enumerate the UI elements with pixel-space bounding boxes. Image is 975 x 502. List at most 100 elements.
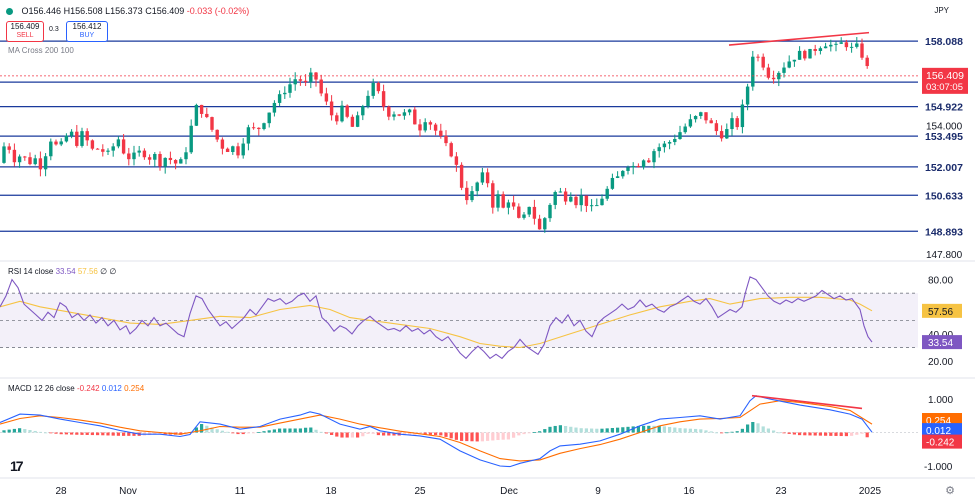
macd-histogram-bar bbox=[262, 431, 266, 433]
rsi-legend[interactable]: RSI 14 close 33.54 57.56 ∅ ∅ bbox=[8, 267, 116, 276]
horizontal-levels bbox=[0, 40, 918, 232]
macd-histogram-bar bbox=[506, 432, 510, 440]
macd-histogram-bar bbox=[501, 432, 505, 440]
candle-body bbox=[605, 188, 609, 199]
macd-histogram-bar bbox=[803, 432, 807, 436]
level-label-bg bbox=[922, 100, 968, 114]
candle-body bbox=[860, 43, 864, 58]
candle-body bbox=[392, 114, 396, 117]
macd-histogram-bar bbox=[314, 429, 318, 433]
candle-body bbox=[116, 139, 121, 147]
candle-body bbox=[106, 150, 110, 152]
macd-histogram-bar bbox=[564, 425, 568, 433]
macd-histogram-bar bbox=[283, 428, 287, 433]
candle-body bbox=[413, 109, 417, 125]
macd-legend[interactable]: MACD 12 26 close -0.242 0.012 0.254 bbox=[8, 384, 144, 393]
macd-histogram-bar bbox=[584, 428, 588, 433]
macd-histogram-bar bbox=[18, 428, 22, 433]
sell-button[interactable]: 156.409 SELL bbox=[6, 21, 44, 42]
macd-histogram-bar bbox=[158, 432, 162, 435]
macd-histogram-bar bbox=[740, 428, 744, 433]
macd-histogram-bar bbox=[23, 429, 27, 433]
level-label-bg bbox=[922, 160, 968, 174]
candle-body bbox=[168, 157, 173, 161]
macd-histogram-bar bbox=[382, 432, 386, 436]
macd-histogram-bar bbox=[345, 432, 349, 438]
macd-histogram-bar bbox=[772, 430, 776, 433]
macd-histogram-bar bbox=[678, 428, 682, 433]
candle-body bbox=[756, 56, 760, 58]
macd-histogram-bar bbox=[798, 432, 802, 436]
candle-body bbox=[459, 164, 464, 188]
ma-cross-legend[interactable]: MA Cross 200 100 bbox=[8, 46, 74, 55]
candle-body bbox=[2, 146, 6, 163]
macd-histogram-bar bbox=[699, 429, 703, 433]
candle-body bbox=[163, 157, 167, 167]
gear-icon[interactable]: ⚙ bbox=[945, 485, 955, 497]
candle-body bbox=[839, 42, 843, 44]
macd-histogram-bar bbox=[590, 428, 594, 433]
macd-histogram-bar bbox=[220, 430, 224, 433]
macd-histogram-bar bbox=[480, 432, 484, 442]
histogram-badge bbox=[922, 434, 962, 449]
candle-body bbox=[803, 50, 807, 59]
macd-histogram-bar bbox=[319, 431, 323, 433]
macd-histogram-bar bbox=[709, 431, 713, 433]
candle-body bbox=[641, 160, 646, 168]
time-tick-label: 2025 bbox=[859, 486, 882, 497]
candle-body bbox=[662, 143, 667, 148]
candle-body bbox=[329, 101, 334, 116]
macd-histogram-bar bbox=[465, 432, 469, 442]
candle-body bbox=[283, 92, 287, 95]
candle-body bbox=[33, 158, 37, 165]
macd-histogram-bar bbox=[657, 425, 661, 433]
candle-body bbox=[496, 194, 500, 208]
macd-histogram-bar bbox=[434, 432, 438, 436]
macd-histogram-bar bbox=[532, 432, 536, 434]
level-label-bg bbox=[922, 34, 968, 48]
candle-body bbox=[522, 214, 526, 218]
candle-body bbox=[782, 67, 786, 73]
macd-histogram-bar bbox=[64, 432, 68, 435]
macd-histogram-bar bbox=[553, 425, 557, 433]
last-price-label: 156.409 bbox=[926, 70, 964, 82]
candle-body bbox=[517, 206, 521, 218]
signal-value: 0.254 bbox=[124, 384, 145, 393]
candle-body bbox=[704, 112, 708, 121]
time-tick-label: 23 bbox=[775, 486, 787, 497]
buy-button[interactable]: 156.412 BUY bbox=[66, 21, 108, 42]
candle-body bbox=[324, 93, 329, 102]
macd-histogram-bar bbox=[226, 431, 230, 433]
candle-body bbox=[626, 167, 630, 171]
candle-body bbox=[205, 113, 209, 118]
macd-histogram-bar bbox=[44, 432, 48, 434]
candle-body bbox=[553, 192, 557, 205]
macd-histogram-bar bbox=[865, 432, 869, 438]
candle-body bbox=[792, 59, 797, 62]
candle-body bbox=[355, 115, 360, 127]
rsi-badge bbox=[922, 335, 962, 350]
candle-body bbox=[59, 141, 63, 145]
macd-tick-label: -1.000 bbox=[924, 462, 953, 473]
rsi-ma-badge bbox=[922, 303, 962, 318]
macd-histogram-bar bbox=[839, 432, 843, 437]
macd-histogram-bar bbox=[792, 432, 796, 435]
candle-body bbox=[257, 127, 261, 130]
macd-histogram-bar bbox=[813, 432, 817, 436]
candle-body bbox=[699, 112, 703, 117]
macd-histogram-bar bbox=[574, 427, 578, 433]
time-axis: 28 Nov 11 18 25 Dec 9 16 23 2025 bbox=[0, 477, 975, 497]
countdown-label: 03:07:05 bbox=[926, 82, 963, 93]
macd-histogram-bar bbox=[761, 426, 765, 433]
candle-body bbox=[678, 132, 682, 140]
candle-body bbox=[667, 142, 672, 144]
rsi-extra-2: ∅ bbox=[109, 267, 117, 276]
candle-body bbox=[761, 56, 765, 68]
tradingview-logo-icon[interactable]: 17 bbox=[10, 458, 24, 474]
candle-body bbox=[267, 112, 271, 124]
candle-body bbox=[12, 149, 17, 163]
macd-histogram-bar bbox=[371, 432, 375, 434]
